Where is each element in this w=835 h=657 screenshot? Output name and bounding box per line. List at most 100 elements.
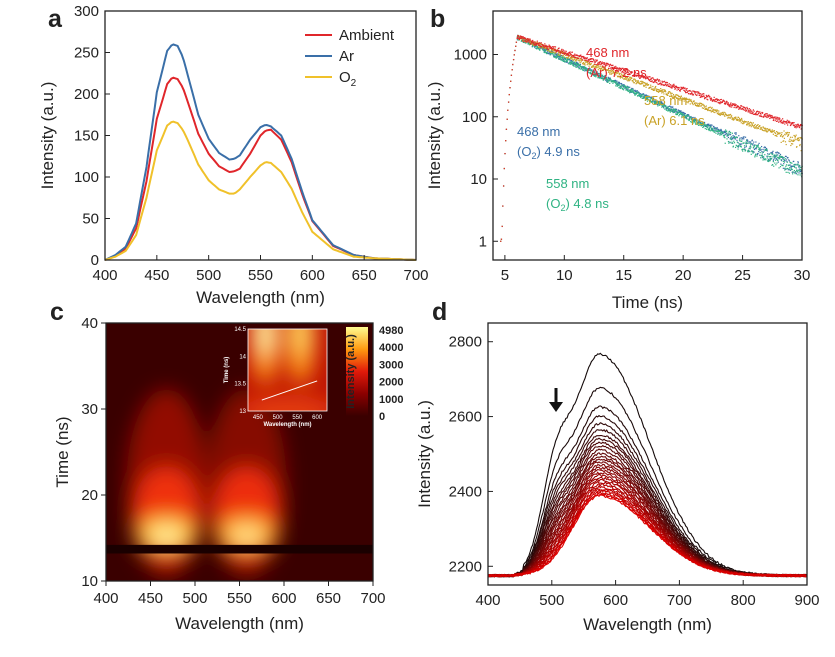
data-point: [777, 154, 779, 156]
x-tick-label: 20: [675, 267, 692, 284]
data-point: [632, 88, 634, 90]
data-point: [560, 56, 562, 58]
data-point: [795, 164, 797, 166]
heatmap-peak: [150, 526, 183, 545]
annotation-wavelength: 468 nm: [517, 124, 560, 139]
data-point: [721, 130, 723, 132]
colorbar-tick-label: 4000: [379, 342, 403, 354]
data-point: [743, 145, 746, 147]
data-point: [744, 146, 746, 149]
data-point: [590, 58, 592, 60]
data-point: [758, 148, 760, 151]
inset-y-tick-label: 14.5: [234, 327, 246, 333]
data-point: [794, 135, 796, 137]
data-point: [718, 100, 720, 102]
data-point: [788, 132, 791, 134]
data-point: [745, 142, 747, 145]
data-point: [740, 118, 742, 121]
data-point: [588, 59, 590, 61]
data-point: [737, 142, 739, 144]
data-point: [559, 57, 561, 59]
data-point: [655, 79, 658, 81]
data-point: [730, 116, 732, 118]
data-point: [633, 78, 635, 80]
data-point: [779, 135, 782, 137]
data-point: [654, 103, 656, 105]
data-point: [701, 95, 703, 97]
data-point: [733, 142, 736, 144]
data-point: [723, 134, 725, 137]
data-point: [782, 135, 784, 137]
data-point: [624, 78, 626, 80]
data-point: [738, 135, 740, 137]
data-point: [754, 154, 757, 156]
data-point: [628, 80, 630, 82]
data-point: [688, 98, 690, 101]
data-point: [683, 100, 685, 102]
data-point: [546, 49, 548, 52]
data-point: [625, 78, 627, 80]
data-point: [743, 138, 745, 140]
data-point: [679, 89, 681, 92]
data-point: [753, 110, 755, 112]
data-point: [724, 129, 727, 131]
data-point: [642, 97, 644, 100]
data-point: [670, 106, 672, 108]
data-point: [726, 134, 728, 136]
data-point: [675, 87, 677, 89]
data-point: [520, 37, 522, 39]
data-point: [765, 116, 767, 118]
data-point: [660, 90, 662, 92]
data-point: [671, 85, 673, 87]
data-point: [680, 88, 682, 90]
data-point: [649, 101, 651, 103]
x-tick-label: 400: [93, 590, 118, 607]
data-point: [654, 102, 656, 105]
data-point: [683, 113, 685, 116]
data-point: [585, 70, 587, 72]
data-point: [794, 163, 796, 165]
data-point: [708, 129, 711, 131]
data-point: [742, 106, 744, 108]
data-point: [540, 46, 542, 48]
data-point: [671, 110, 673, 112]
data-point: [600, 63, 602, 65]
data-point: [682, 97, 684, 99]
data-point: [698, 93, 701, 95]
data-point: [733, 135, 736, 137]
data-point: [565, 50, 567, 52]
data-point: [578, 67, 580, 69]
data-point: [659, 90, 661, 92]
data-point: [674, 108, 676, 110]
data-point: [589, 68, 591, 70]
data-point: [529, 40, 532, 42]
data-point: [606, 80, 608, 82]
data-point: [637, 74, 639, 76]
data-point: [793, 164, 795, 166]
data-point: [767, 160, 769, 163]
data-point: [782, 167, 784, 169]
data-point: [548, 46, 550, 48]
data-point: [751, 150, 753, 152]
data-point: [556, 55, 558, 57]
data-point: [503, 167, 505, 170]
data-point: [622, 85, 624, 87]
data-point: [569, 57, 571, 60]
data-point: [608, 79, 610, 81]
data-point: [720, 134, 722, 136]
data-point: [549, 47, 552, 49]
data-point: [740, 104, 742, 107]
y-tick-label: 40: [81, 315, 98, 332]
data-point: [637, 72, 640, 74]
data-point: [784, 167, 786, 169]
data-point: [797, 137, 799, 139]
data-point: [695, 123, 697, 125]
data-point: [586, 57, 588, 59]
data-point: [708, 129, 710, 132]
data-point: [692, 90, 694, 92]
data-point: [565, 60, 567, 62]
data-point: [623, 74, 625, 76]
data-point: [507, 109, 509, 111]
data-point: [539, 42, 541, 44]
